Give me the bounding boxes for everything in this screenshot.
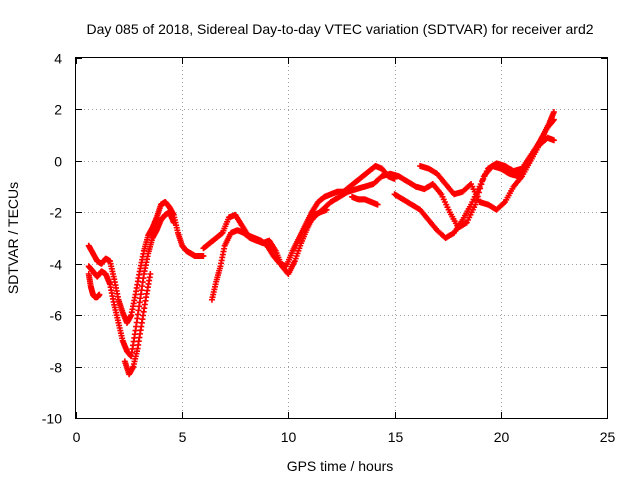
y-tick-label: 4 (54, 51, 62, 67)
data-point-marker (549, 117, 556, 124)
y-tick-label: -8 (50, 360, 63, 376)
x-tick-label: 0 (73, 429, 81, 445)
series-satellite-track-d (121, 271, 154, 378)
series-satellite-track-h (391, 116, 557, 241)
x-tick-label: 25 (600, 429, 616, 445)
series-satellite-track-i (417, 134, 557, 213)
series-satellite-track-c (85, 271, 103, 301)
series-satellite-track-j (349, 193, 381, 208)
x-axis-label: GPS time / hours (287, 458, 394, 474)
data-points (85, 109, 557, 378)
chart-title: Day 085 of 2018, Sidereal Day-to-day VTE… (86, 21, 593, 37)
plot-frame (75, 57, 608, 419)
y-tick-label: -2 (50, 205, 63, 221)
data-point-marker (550, 137, 557, 144)
y-tick-label: -10 (42, 411, 62, 427)
y-tick-label: 0 (54, 154, 62, 170)
series-satellite-track-a (85, 199, 207, 326)
data-point-marker (147, 271, 154, 277)
y-tick-label: -6 (50, 308, 63, 324)
x-tick-label: 5 (179, 429, 187, 445)
y-tick-label: 2 (54, 102, 62, 118)
x-tick-label: 15 (388, 429, 404, 445)
data-point-marker (550, 116, 557, 123)
data-point-marker (374, 201, 381, 208)
data-point-marker (170, 219, 177, 226)
series-satellite-track-b (85, 209, 177, 360)
x-tick-label: 20 (494, 429, 510, 445)
y-tick-label: -4 (50, 257, 63, 273)
data-point-marker (550, 109, 557, 115)
data-point-marker (200, 253, 207, 259)
x-tick-label: 10 (281, 429, 297, 445)
y-axis-label: SDTVAR / TECUs (5, 182, 21, 294)
grid-lines (76, 58, 607, 418)
data-point-marker (96, 291, 103, 298)
